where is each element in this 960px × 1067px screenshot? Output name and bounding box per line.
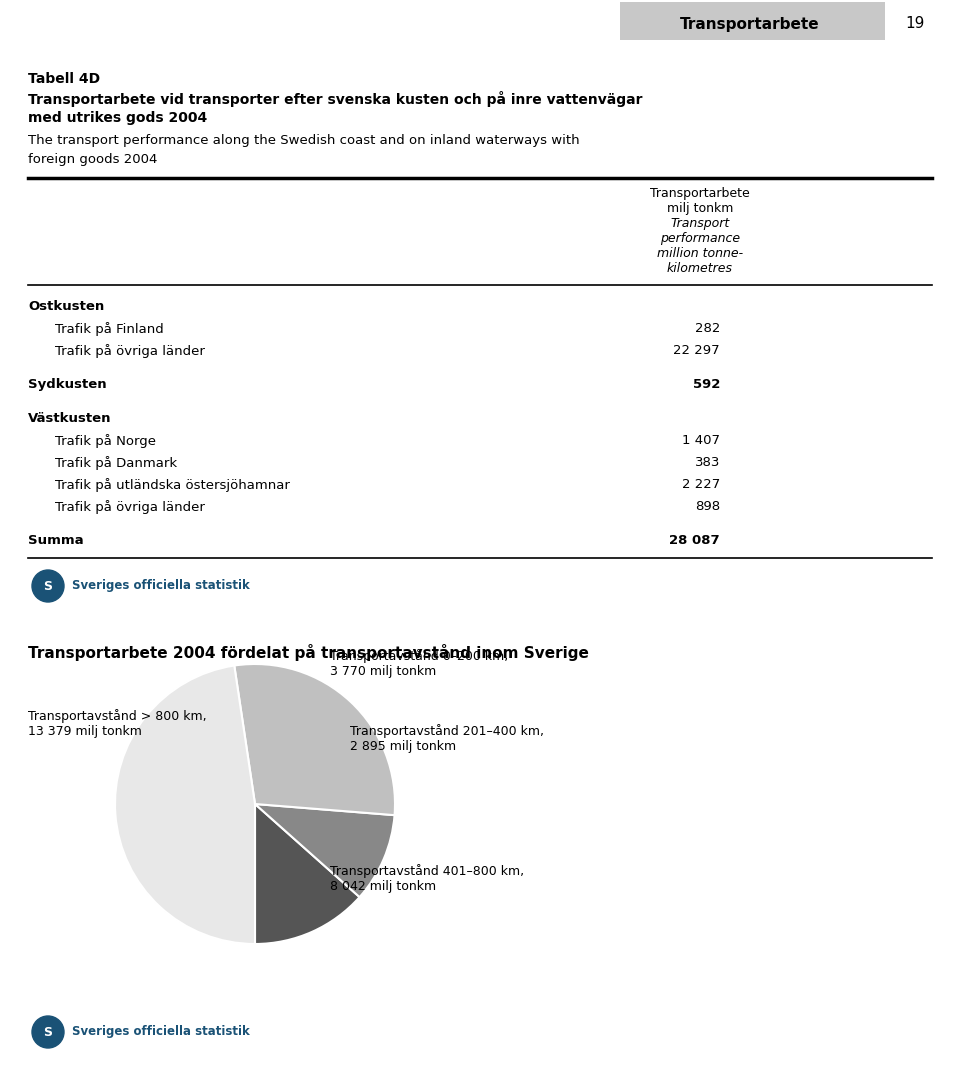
Wedge shape	[115, 666, 255, 944]
Text: Transportavstånd > 800 km,
13 379 milj tonkm: Transportavstånd > 800 km, 13 379 milj t…	[28, 708, 206, 738]
Text: S: S	[43, 579, 53, 592]
Text: S: S	[43, 1025, 53, 1038]
Text: 282: 282	[695, 322, 720, 335]
Text: Trafik på Finland: Trafik på Finland	[55, 322, 164, 336]
Text: Ostkusten: Ostkusten	[28, 300, 105, 313]
Text: Transportarbete vid transporter efter svenska kusten och på inre vattenvägar: Transportarbete vid transporter efter sv…	[28, 91, 642, 107]
Text: 898: 898	[695, 500, 720, 513]
Text: Transportarbete: Transportarbete	[650, 187, 750, 200]
Text: 22 297: 22 297	[673, 344, 720, 357]
Text: Trafik på övriga länder: Trafik på övriga länder	[55, 500, 204, 514]
Text: Trafik på Danmark: Trafik på Danmark	[55, 456, 178, 469]
Text: The transport performance along the Swedish coast and on inland waterways with: The transport performance along the Swed…	[28, 134, 580, 147]
Text: Trafik på utländska östersjöhamnar: Trafik på utländska östersjöhamnar	[55, 478, 290, 492]
Text: performance: performance	[660, 232, 740, 245]
Text: Sveriges officiella statistik: Sveriges officiella statistik	[72, 1025, 250, 1038]
Text: Transportavstånd 201–400 km,
2 895 milj tonkm: Transportavstånd 201–400 km, 2 895 milj …	[350, 724, 544, 753]
Wedge shape	[255, 805, 395, 897]
Text: 383: 383	[695, 456, 720, 469]
Text: foreign goods 2004: foreign goods 2004	[28, 153, 157, 166]
Text: Transportavstånd 0–200 km,
3 770 milj tonkm: Transportavstånd 0–200 km, 3 770 milj to…	[330, 649, 508, 678]
Text: Sveriges officiella statistik: Sveriges officiella statistik	[72, 579, 250, 592]
Wedge shape	[234, 664, 395, 815]
Text: Transport: Transport	[670, 217, 730, 230]
Text: 592: 592	[692, 378, 720, 391]
Text: Västkusten: Västkusten	[28, 412, 111, 425]
Text: kilometres: kilometres	[667, 262, 733, 275]
Circle shape	[32, 570, 64, 602]
Text: Transportarbete 2004 fördelat på transportavstånd inom Sverige: Transportarbete 2004 fördelat på transpo…	[28, 644, 588, 660]
Wedge shape	[255, 805, 360, 944]
Text: Sydkusten: Sydkusten	[28, 378, 107, 391]
Text: Trafik på övriga länder: Trafik på övriga länder	[55, 344, 204, 357]
Circle shape	[32, 1016, 64, 1048]
Text: Transportarbete: Transportarbete	[681, 16, 820, 32]
Text: milj tonkm: milj tonkm	[667, 202, 733, 214]
Text: 19: 19	[905, 16, 924, 32]
Text: Summa: Summa	[28, 534, 84, 547]
Text: Trafik på Norge: Trafik på Norge	[55, 434, 156, 448]
Text: 1 407: 1 407	[682, 434, 720, 447]
Text: Transportavstånd 401–800 km,
8 042 milj tonkm: Transportavstånd 401–800 km, 8 042 milj …	[330, 864, 524, 893]
Text: med utrikes gods 2004: med utrikes gods 2004	[28, 111, 207, 125]
Text: 28 087: 28 087	[669, 534, 720, 547]
FancyBboxPatch shape	[620, 2, 885, 39]
Text: million tonne-: million tonne-	[657, 246, 743, 260]
Text: 2 227: 2 227	[682, 478, 720, 491]
Text: Tabell 4D: Tabell 4D	[28, 71, 100, 86]
